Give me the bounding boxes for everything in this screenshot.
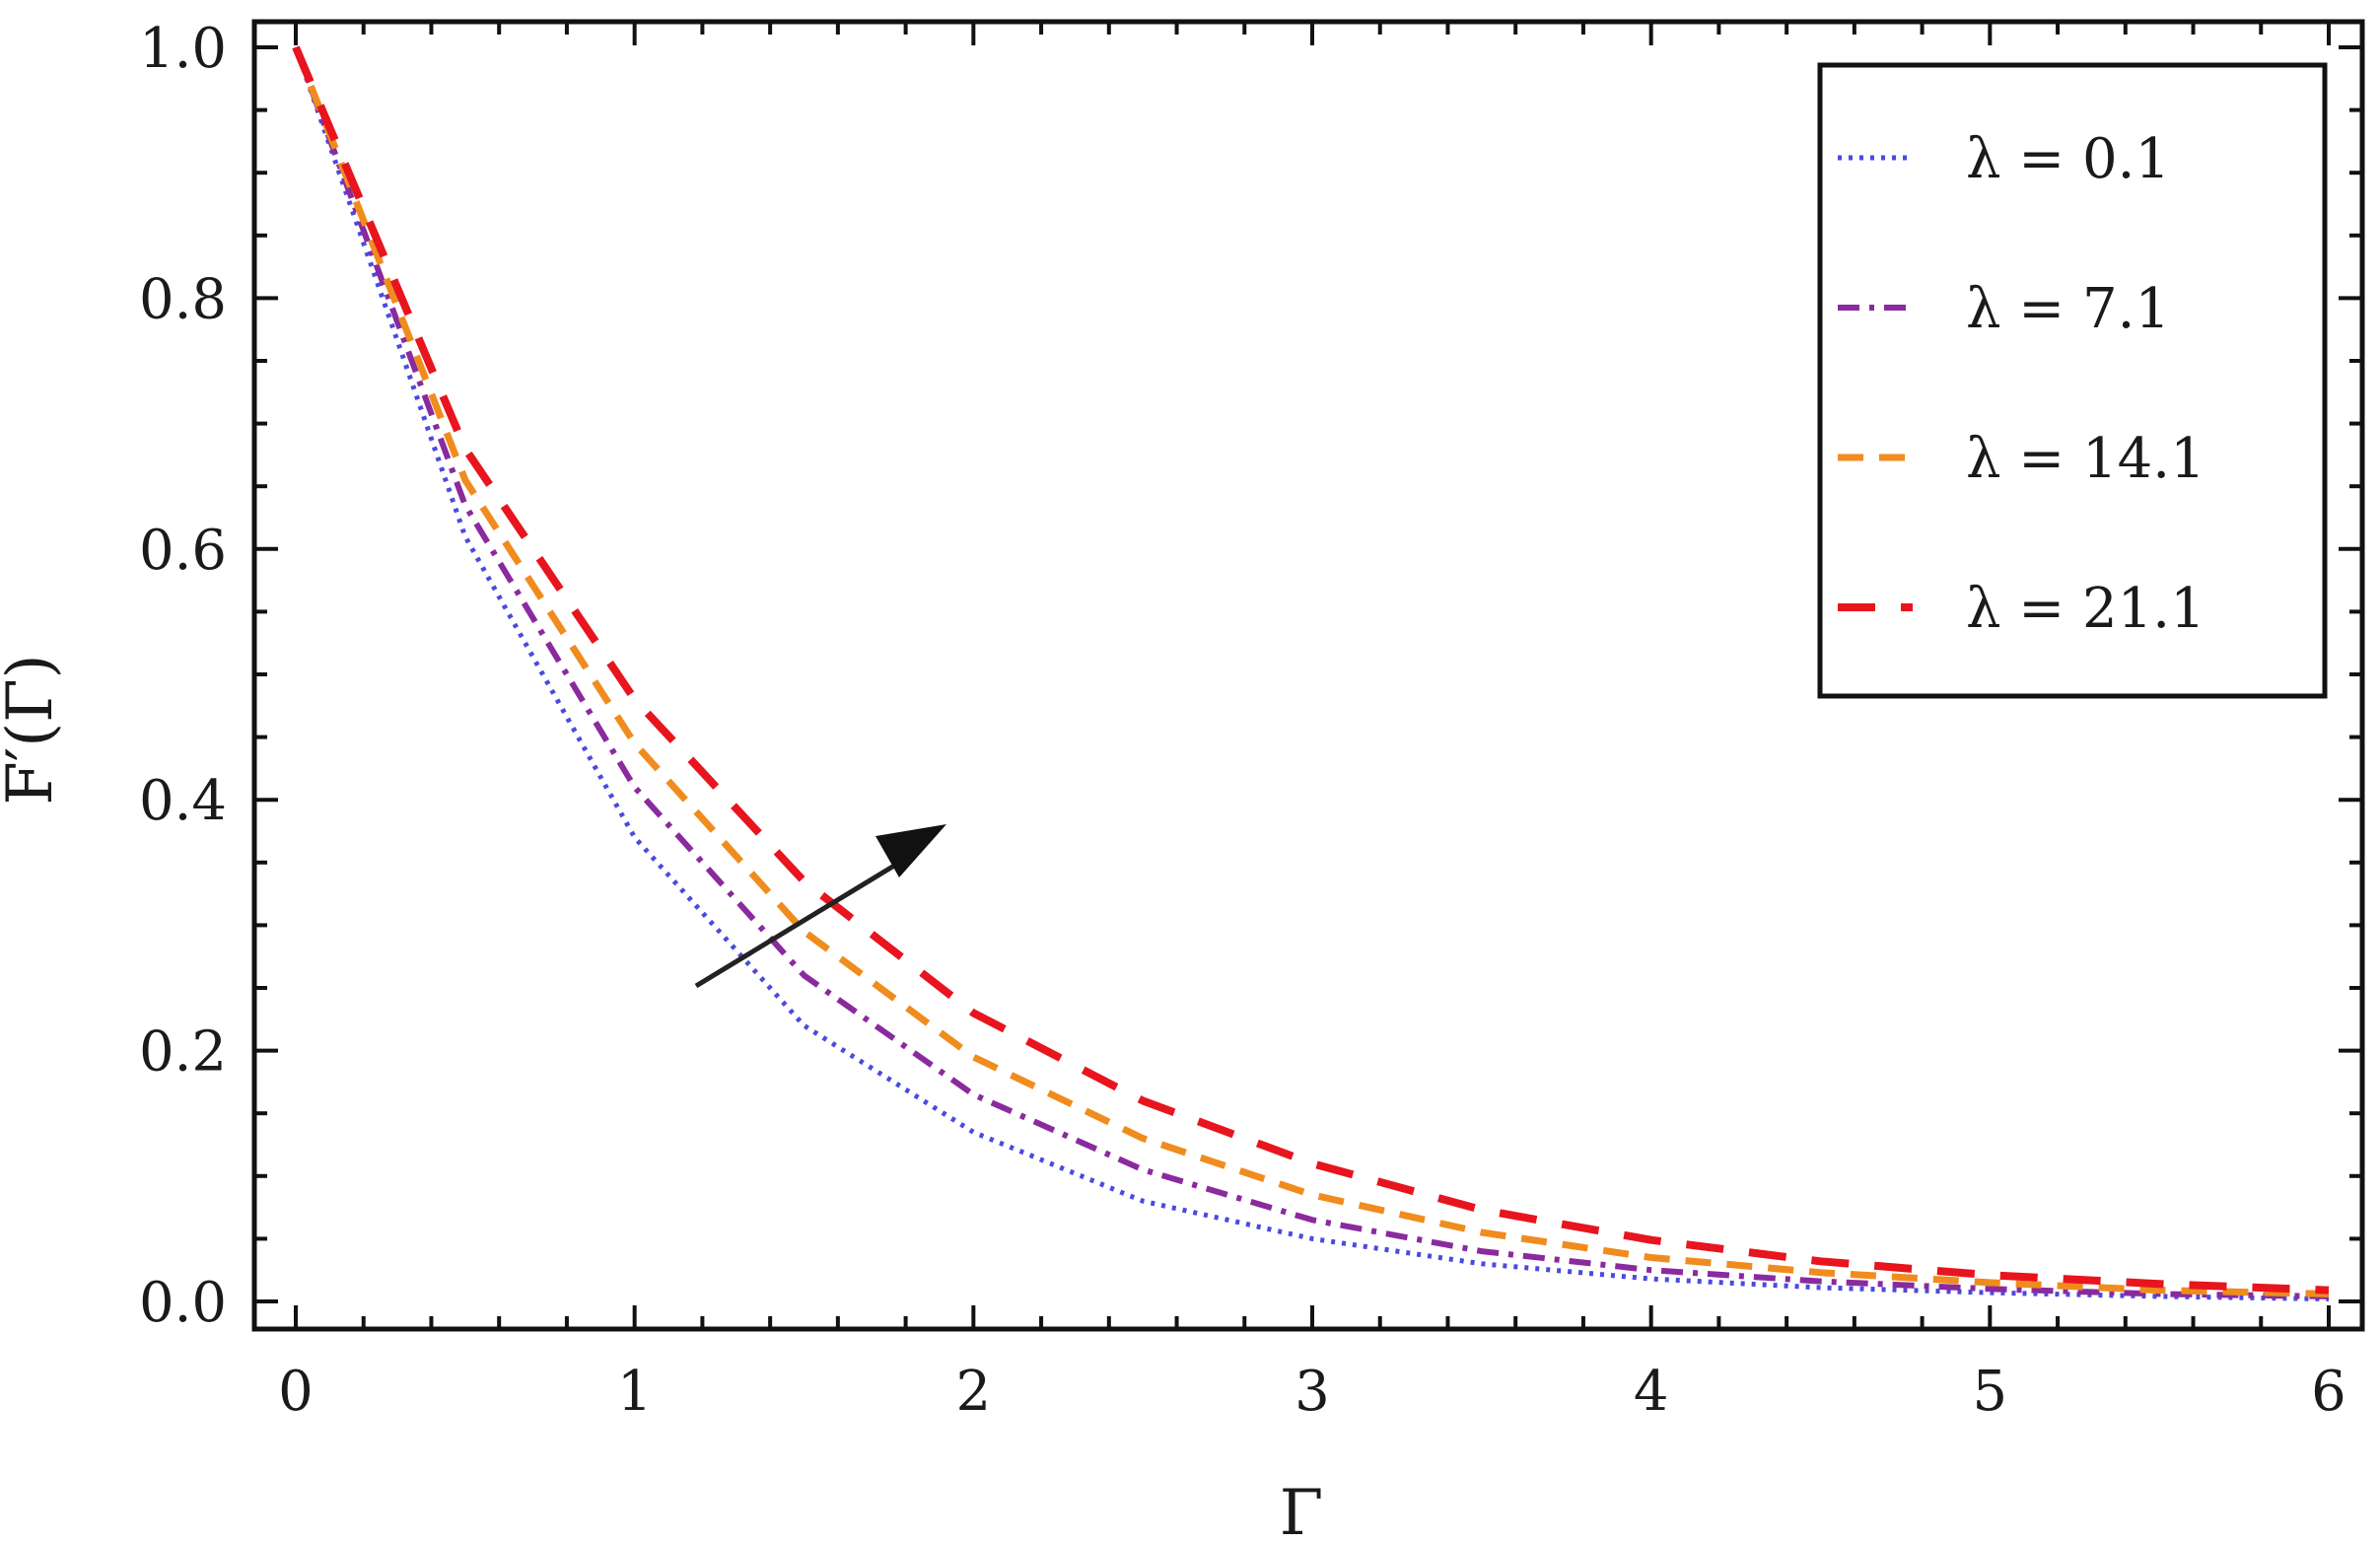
series-line-2 (292, 45, 2330, 1297)
arrow-shaft (694, 849, 919, 989)
x-tick-label: 3 (1295, 1360, 1330, 1424)
plot-frame (251, 19, 2365, 1332)
y-tick-label: 0.8 (139, 267, 227, 331)
legend-label: λ = 14.1 (1966, 427, 2205, 491)
arrow-head (875, 824, 946, 877)
series-line-0 (293, 46, 2330, 1301)
x-tick-label: 6 (2311, 1360, 2346, 1424)
tick-labels: 0 1 2 3 4 5 6 0.0 0.2 0.4 0.6 0.8 1.0 (139, 17, 2346, 1424)
series-layer (292, 45, 2330, 1301)
legend-box (1817, 62, 2328, 699)
increase-arrow (694, 824, 946, 989)
y-axis-label: F′(Γ) (0, 654, 67, 805)
legend-label: λ = 21.1 (1966, 577, 2205, 641)
x-tick-label: 5 (1973, 1360, 2008, 1424)
legend-label: λ = 0.1 (1966, 127, 2170, 191)
x-tick-label: 4 (1634, 1360, 1669, 1424)
y-tick-label: 0.6 (139, 519, 227, 583)
x-tick-label: 1 (617, 1360, 653, 1424)
y-tick-label: 0.2 (139, 1020, 227, 1085)
x-tick-label: 2 (956, 1360, 992, 1424)
legend: λ = 0.1 λ = 7.1 λ = 14.1 λ = 21.1 (1817, 62, 2328, 699)
series-line-1 (293, 45, 2330, 1299)
y-tick-label: 0.0 (139, 1271, 227, 1335)
x-axis-label: Γ (1280, 1477, 1323, 1542)
y-tick-label: 1.0 (139, 17, 227, 81)
y-tick-label: 0.4 (139, 769, 227, 833)
legend-label: λ = 7.1 (1966, 277, 2170, 341)
x-tick-label: 0 (278, 1360, 314, 1424)
